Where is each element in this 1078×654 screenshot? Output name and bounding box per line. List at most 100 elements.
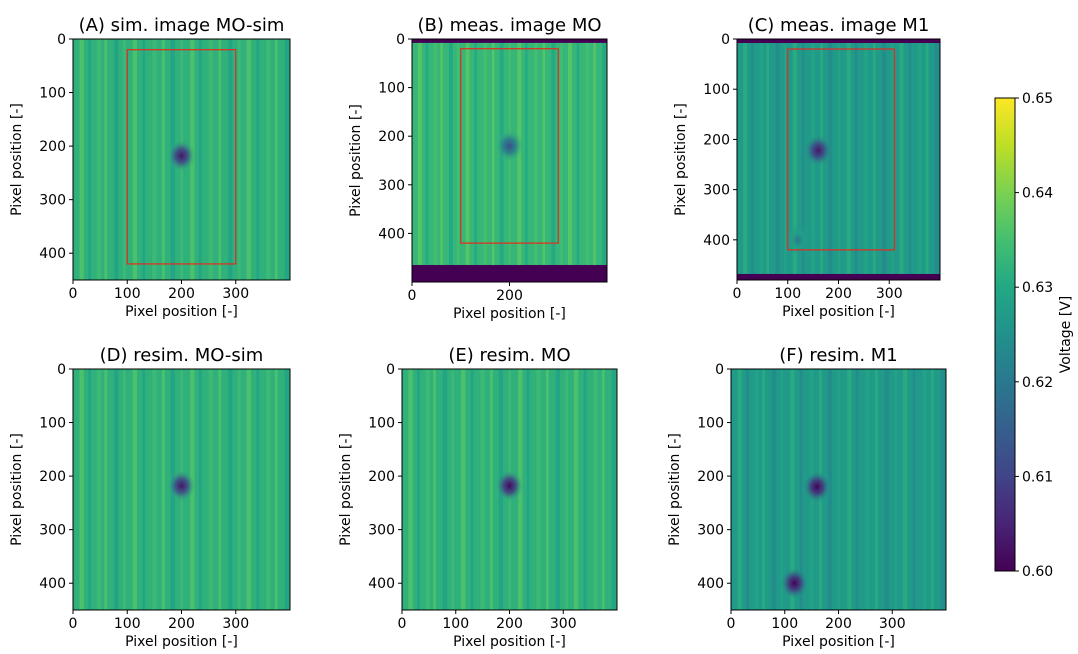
heatmap-stripe	[555, 369, 561, 610]
heatmap-stripe	[79, 369, 84, 610]
panels: 0 100 200 300 0 100 200 300 400 (A) sim. image MO…	[9, 15, 947, 650]
x-tick-label: 300	[876, 286, 903, 302]
heatmap-stripe	[266, 39, 271, 280]
x-tick-label: 0	[69, 616, 78, 632]
heatmap-stripe	[122, 39, 126, 280]
heatmap-image	[73, 39, 290, 280]
heatmap-stripe	[766, 39, 769, 280]
heatmap-stripe	[891, 39, 894, 280]
heatmap-stripe	[474, 39, 477, 282]
y-tick-label: 0	[396, 32, 405, 48]
heatmap-stripe	[96, 369, 102, 610]
panel-c: 0 100 200 300 0 100 200 300 400 (C) meas. image M…	[673, 15, 941, 320]
x-tick-label: 200	[825, 286, 852, 302]
heatmap-stripe	[593, 39, 596, 282]
heatmap-stripe	[161, 39, 165, 280]
heatmap-stripe	[218, 369, 222, 610]
heatmap-stripe	[451, 369, 455, 610]
heatmap-stripe	[611, 369, 616, 610]
heatmap-stripe	[228, 369, 233, 610]
y-tick-label: 100	[703, 82, 730, 98]
y-tick-label: 100	[378, 81, 405, 97]
x-tick-label: 200	[168, 616, 195, 632]
colorbar-tick-label: 0.62	[1022, 375, 1053, 391]
heatmap-stripe	[828, 39, 833, 280]
heatmap-spot	[804, 134, 833, 167]
x-axis-label: Pixel position [-]	[125, 634, 238, 650]
heatmap-stripe	[780, 369, 784, 610]
heatmap-stripe	[218, 39, 222, 280]
colorbar-tick-label: 0.65	[1022, 91, 1053, 107]
x-tick-label: 0	[733, 286, 742, 302]
x-tick-label: 300	[222, 616, 249, 632]
y-tick-label: 100	[39, 86, 66, 102]
heatmap-stripe	[152, 369, 157, 610]
x-axis-label: Pixel position [-]	[125, 304, 238, 320]
heatmap-stripe	[743, 39, 748, 280]
panel-title: (F) resim. M1	[779, 345, 898, 366]
heatmap-stripe	[899, 39, 904, 280]
y-tick-label: 200	[697, 469, 724, 485]
heatmap-stripe	[875, 369, 878, 610]
y-tick-label: 200	[378, 129, 405, 145]
x-tick-label: 100	[114, 616, 141, 632]
panel-title: (C) meas. image M1	[748, 15, 930, 36]
heatmap-stripe	[122, 369, 126, 610]
heatmap-stripe	[792, 39, 797, 280]
heatmap-stripe	[456, 39, 460, 282]
heatmap-stripe	[593, 369, 598, 610]
heatmap-stripe	[601, 369, 605, 610]
heatmap-stripe	[208, 39, 213, 280]
heatmap-stripe	[917, 39, 922, 280]
heatmap-stripe	[542, 39, 546, 282]
heatmap-spot	[783, 223, 812, 256]
y-tick-label: 300	[368, 523, 395, 539]
heatmap-stripe	[449, 39, 453, 282]
heatmap-stripe	[237, 39, 241, 280]
y-tick-label: 200	[39, 469, 66, 485]
heatmap-image	[73, 369, 290, 610]
x-tick-label: 200	[496, 288, 523, 304]
y-axis-label: Pixel position [-]	[667, 433, 683, 546]
heatmap-stripe	[922, 369, 927, 610]
heatmap-image	[731, 369, 946, 610]
heatmap-stripe	[425, 39, 429, 282]
heatmap-stripe	[746, 369, 749, 610]
roi-rectangle	[787, 48, 895, 251]
y-axis-label: Pixel position [-]	[673, 103, 689, 216]
heatmap-stripe	[790, 369, 795, 610]
heatmap-stripe	[237, 369, 241, 610]
heatmap-stripe	[256, 369, 260, 610]
heatmap-stripe	[161, 369, 165, 610]
heatmap-stripe	[88, 39, 91, 280]
x-tick-label: 100	[114, 286, 141, 302]
heatmap-stripe	[228, 39, 233, 280]
heatmap-stripe	[79, 39, 84, 280]
heatmap-stripe	[132, 39, 138, 280]
colorbar-tick-label: 0.63	[1022, 280, 1053, 296]
heatmap-stripe	[783, 39, 787, 280]
heatmap-stripe	[737, 369, 742, 610]
heatmap-stripe	[533, 39, 538, 282]
heatmap-stripe	[574, 369, 579, 610]
heatmap-spot	[167, 469, 196, 502]
heatmap-image	[412, 39, 607, 282]
heatmap-stripe	[198, 39, 202, 280]
heatmap-stripe	[433, 39, 438, 282]
x-tick-label: 200	[825, 616, 852, 632]
y-tick-label: 400	[368, 576, 395, 592]
heatmap-stripe	[483, 39, 488, 282]
panel-title: (A) sim. image MO-sim	[79, 15, 285, 36]
y-tick-label: 100	[697, 416, 724, 432]
heatmap-stripe	[908, 39, 912, 280]
colorbar-label: Voltage [V]	[1058, 296, 1074, 373]
heatmap-stripe	[470, 369, 474, 610]
x-tick-label: 100	[442, 616, 469, 632]
roi-rectangle	[460, 48, 559, 244]
heatmap-stripe	[499, 39, 504, 282]
heatmap-stripe	[114, 369, 119, 610]
x-axis-label: Pixel position [-]	[782, 304, 895, 320]
y-tick-label: 300	[39, 523, 66, 539]
heatmap-stripe	[894, 369, 898, 610]
heatmap-stripe	[142, 369, 146, 610]
